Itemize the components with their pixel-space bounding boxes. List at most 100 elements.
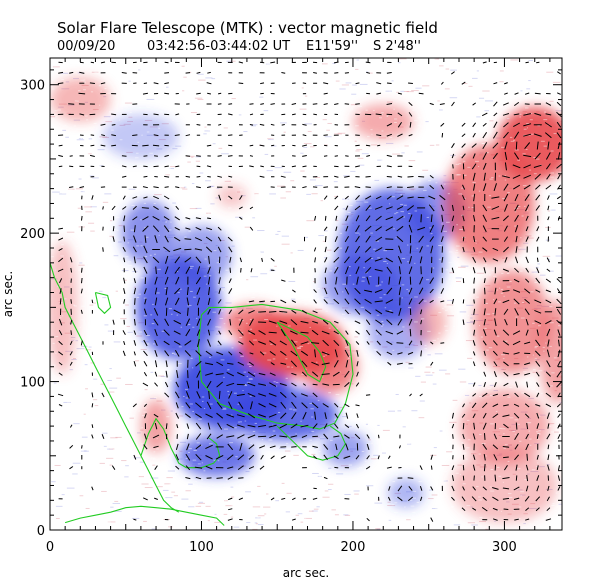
noise-speck — [415, 87, 422, 89]
field-vector — [239, 195, 243, 200]
speckle — [75, 486, 78, 488]
speckle — [164, 426, 166, 428]
speckle — [345, 199, 349, 201]
field-vector — [482, 422, 487, 430]
speckle — [557, 325, 561, 327]
speckle — [422, 80, 424, 82]
speckle — [125, 256, 129, 258]
speckle — [504, 175, 506, 177]
speckle — [449, 147, 451, 149]
speckle — [91, 303, 94, 305]
speckle — [248, 332, 252, 334]
speckle — [212, 485, 214, 487]
field-vector — [247, 330, 256, 335]
y-tick-label-100: 100 — [20, 376, 45, 391]
noise-speck — [376, 528, 380, 530]
speckle — [100, 90, 102, 92]
field-vector — [483, 278, 486, 284]
field-vector — [354, 287, 361, 295]
speckle — [383, 250, 388, 252]
field-vector — [430, 214, 433, 223]
noise-speck — [418, 417, 425, 419]
speckle — [142, 392, 147, 394]
field-vector — [515, 464, 518, 471]
field-vector — [514, 432, 519, 440]
field-vector — [492, 496, 499, 502]
speckle — [149, 152, 154, 154]
field-vector — [386, 287, 393, 295]
field-vector — [313, 72, 317, 74]
speckle — [370, 58, 372, 60]
field-vector — [206, 82, 212, 85]
speckle — [404, 434, 408, 436]
speckle — [496, 466, 500, 468]
noise-speck — [245, 471, 250, 473]
speckle — [363, 267, 365, 269]
field-vector — [184, 413, 191, 419]
noise-speck — [109, 220, 113, 222]
speckle — [212, 311, 217, 313]
field-vector — [557, 141, 561, 150]
speckle — [115, 335, 117, 337]
field-vector — [269, 340, 277, 346]
speckle — [185, 519, 188, 521]
speckle — [418, 481, 422, 483]
field-vector — [90, 144, 95, 147]
speckle — [432, 84, 436, 86]
speckle — [369, 275, 372, 277]
speckle — [275, 461, 277, 463]
noise-speck — [84, 206, 92, 208]
speckle — [252, 194, 255, 196]
speckle — [540, 72, 545, 74]
field-vector — [535, 360, 541, 367]
speckle — [424, 300, 427, 302]
speckle — [538, 94, 541, 96]
field-vector — [238, 497, 243, 501]
speckle — [201, 138, 205, 140]
field-vector — [134, 298, 136, 305]
field-vector — [207, 308, 211, 315]
field-vector — [525, 226, 529, 232]
speckle — [340, 493, 345, 495]
field-vector — [491, 196, 500, 199]
field-vector — [462, 475, 465, 481]
field-vector — [291, 165, 296, 168]
field-vector — [513, 298, 520, 305]
noise-speck — [552, 81, 561, 83]
speckle — [488, 274, 491, 276]
field-vector — [123, 215, 126, 222]
noise-speck — [172, 148, 178, 150]
speckle — [537, 432, 540, 434]
field-vector — [493, 329, 497, 336]
speckle — [246, 147, 249, 149]
speckle — [63, 518, 65, 520]
speckle — [373, 365, 375, 367]
field-vector — [473, 215, 476, 222]
field-vector — [195, 413, 202, 419]
speckle — [173, 102, 176, 104]
speckle — [475, 486, 479, 488]
field-vector — [535, 371, 540, 377]
speckle — [130, 281, 134, 283]
field-vector — [154, 422, 158, 430]
field-vector — [291, 412, 297, 420]
field-vector — [165, 370, 168, 378]
speckle — [480, 336, 483, 338]
speckle — [243, 255, 247, 257]
speckle — [177, 363, 182, 365]
field-vector — [472, 122, 477, 128]
speckle — [135, 152, 139, 154]
field-vector — [534, 299, 542, 304]
field-vector — [492, 444, 499, 450]
speckle — [279, 271, 282, 273]
noise-speck — [431, 494, 438, 496]
noise-speck — [408, 367, 414, 369]
field-vector — [164, 206, 170, 210]
speckle — [375, 424, 379, 426]
noise-speck — [219, 287, 225, 289]
speckle — [349, 204, 353, 206]
field-vector — [291, 497, 296, 501]
speckle — [285, 298, 289, 300]
speckle — [386, 115, 389, 117]
field-vector — [80, 309, 83, 314]
